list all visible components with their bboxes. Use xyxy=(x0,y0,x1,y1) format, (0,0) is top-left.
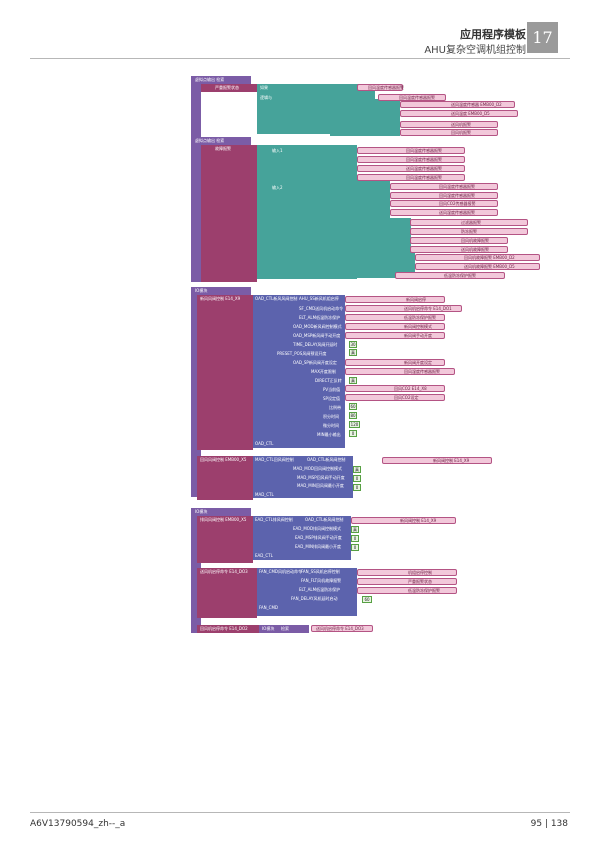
severe-alarm-var: 严重报警状态 xyxy=(201,84,257,92)
value-input[interactable]: 120 xyxy=(349,421,360,428)
header-divider xyxy=(30,58,570,59)
rule-pill[interactable]: 回风温度传感器报警 xyxy=(357,84,404,91)
rule-pill[interactable]: 新风阀手动开度 xyxy=(345,332,445,339)
rule-pill[interactable]: 送风机启停命令 E14_DO1 xyxy=(345,305,462,312)
block-io-exhaust xyxy=(191,508,201,633)
block-label: 虚拟点输出 检索 xyxy=(195,77,225,82)
rule-pill[interactable]: 新风阀控制模式 xyxy=(345,323,445,330)
exhaust-air-var: 排风风阀控制 EMB00_X5 xyxy=(197,516,253,563)
rule-pill[interactable]: 新风阀控制 E14_X9 xyxy=(351,517,456,524)
value-input[interactable]: 0 xyxy=(353,475,361,482)
block-severe-alarm xyxy=(191,76,201,282)
header-subtitle: AHU复杂空调机组控制 xyxy=(424,45,526,56)
rule-pill[interactable]: 回风CO2 E14_X8 xyxy=(345,385,445,392)
value-input[interactable]: 真 xyxy=(349,349,357,356)
rule-pill[interactable]: 回风机故障报警 xyxy=(410,237,508,244)
rule-pill[interactable]: 回风机故障报警 EMB00_D2 xyxy=(415,254,540,261)
fan-cmd-function-block: FAN_CMD风机启动命令 FAN_SS风机启停控制 FAN_FLT风机故障报警… xyxy=(257,568,357,616)
block-fault-alarm-header: 虚拟点输出 检索 xyxy=(191,137,251,145)
oad-ctl-function-block: OAD_CTL新风风阀控制 AHU_SS新风机组启停 SF_CMD送风机启动命令… xyxy=(253,295,345,448)
value-input[interactable]: 60 xyxy=(362,596,372,603)
logic-or-tree-mid xyxy=(330,178,390,224)
rule-pill[interactable]: 防冻报警 xyxy=(410,228,528,235)
mad-ctl-function-block: MAD_CTL回风阀控制 OAD_CTL新风阀控制 MAD_MOD回风阀控制模式… xyxy=(253,456,353,498)
supply-fan-var: 送风机启停命令 E14_DO3 xyxy=(197,568,257,618)
rule-pill[interactable]: 送风温度 EMB00_D5 xyxy=(400,110,518,117)
document-id: A6V13790594_zh--_a xyxy=(30,819,126,829)
rule-pill[interactable]: 送风湿度传感器报警 xyxy=(390,209,498,216)
value-input[interactable]: 真 xyxy=(351,526,359,533)
block-severe-alarm-header: 虚拟点输出 检索 xyxy=(191,76,251,84)
rule-pill[interactable]: 新风阀开度设定 xyxy=(345,359,445,366)
rule-pill[interactable]: 回风湿度传感器报警 xyxy=(345,368,455,375)
rule-pill[interactable]: 低温防冻保护报警 xyxy=(345,314,445,321)
rule-pill[interactable]: 回风CO2传感器报警 xyxy=(390,200,498,207)
rule-pill[interactable]: 送风温度传感器报警 xyxy=(357,165,465,172)
io-module-block: IO模块 检索 xyxy=(259,625,309,633)
rule-pill[interactable]: 回风温度传感器报警 xyxy=(357,147,465,154)
rule-pill[interactable]: 送风机故障报警 xyxy=(410,246,508,253)
rule-pill[interactable]: 回风机报警 xyxy=(400,129,498,136)
ead-ctl-function-block: EAD_CTL排风阀控制 OAD_CTL新风阀控制 EAD_MOD排风阀控制模式… xyxy=(253,516,351,560)
value-input[interactable]: 0 xyxy=(351,544,359,551)
rule-pill[interactable]: 送风机故障报警 EMB00_D5 xyxy=(415,263,540,270)
value-input[interactable]: 0 xyxy=(351,535,359,542)
rule-pill[interactable]: 送风机启停命令 E14_DO3 xyxy=(311,625,373,632)
value-input[interactable]: 真 xyxy=(349,377,357,384)
value-input[interactable]: 0 xyxy=(353,484,361,491)
return-air-var: 回风风阀控制 EMB00_X5 xyxy=(197,456,253,500)
rule-pill[interactable]: 回风温度传感器报警 xyxy=(390,183,498,190)
logic-or-tree-leaf xyxy=(385,250,415,275)
footer-divider xyxy=(30,812,570,813)
page-number: 95 | 138 xyxy=(530,819,568,829)
header-title: 应用程序模板 xyxy=(460,28,526,41)
return-fan-var: 回风机启停命令 E14_DO2 xyxy=(197,625,259,633)
rule-pill[interactable]: 送风温度传感器 EMB00_D2 xyxy=(400,101,515,108)
rule-pill[interactable]: 送风机报警 xyxy=(400,121,498,128)
rule-pill[interactable]: 低温防冻保护报警 xyxy=(357,587,457,594)
block-io-fresh-air xyxy=(191,287,201,497)
logic-and-inner xyxy=(330,99,400,136)
rule-pill[interactable]: 回风湿度传感器报警 xyxy=(357,156,465,163)
value-input[interactable]: 30 xyxy=(349,341,357,348)
rule-pill[interactable]: 低温防冻保护报警 xyxy=(395,272,505,279)
fresh-air-var: 新风风阀控制 E14_X9 xyxy=(197,295,253,450)
chapter-number: 17 xyxy=(527,22,558,53)
value-input[interactable]: 60 xyxy=(349,403,357,410)
value-input[interactable]: 80 xyxy=(349,412,357,419)
rule-pill[interactable]: 回风CO2设定 xyxy=(345,394,445,401)
rule-pill[interactable]: 回风温度传感器报警 xyxy=(378,94,446,101)
block-io-exhaust-header: IO模块 xyxy=(191,508,251,516)
fault-alarm-var: 故障报警 xyxy=(201,145,257,282)
rule-pill[interactable]: 新风阀启停 xyxy=(345,296,445,303)
rule-pill[interactable]: 过滤器报警 xyxy=(410,219,528,226)
rule-pill[interactable]: 严重报警状态 xyxy=(357,578,457,585)
rule-pill[interactable]: 回风温度传感器报警 xyxy=(357,174,465,181)
rule-pill[interactable]: 回风湿度传感器报警 xyxy=(390,192,498,199)
rule-pill[interactable]: 机组启停控制 xyxy=(357,569,457,576)
rule-pill[interactable]: 新风阀控制 E14_X9 xyxy=(382,457,492,464)
block-io-header: IO模块 xyxy=(191,287,251,295)
value-input[interactable]: 0 xyxy=(349,430,357,437)
value-input[interactable]: 真 xyxy=(353,466,361,473)
